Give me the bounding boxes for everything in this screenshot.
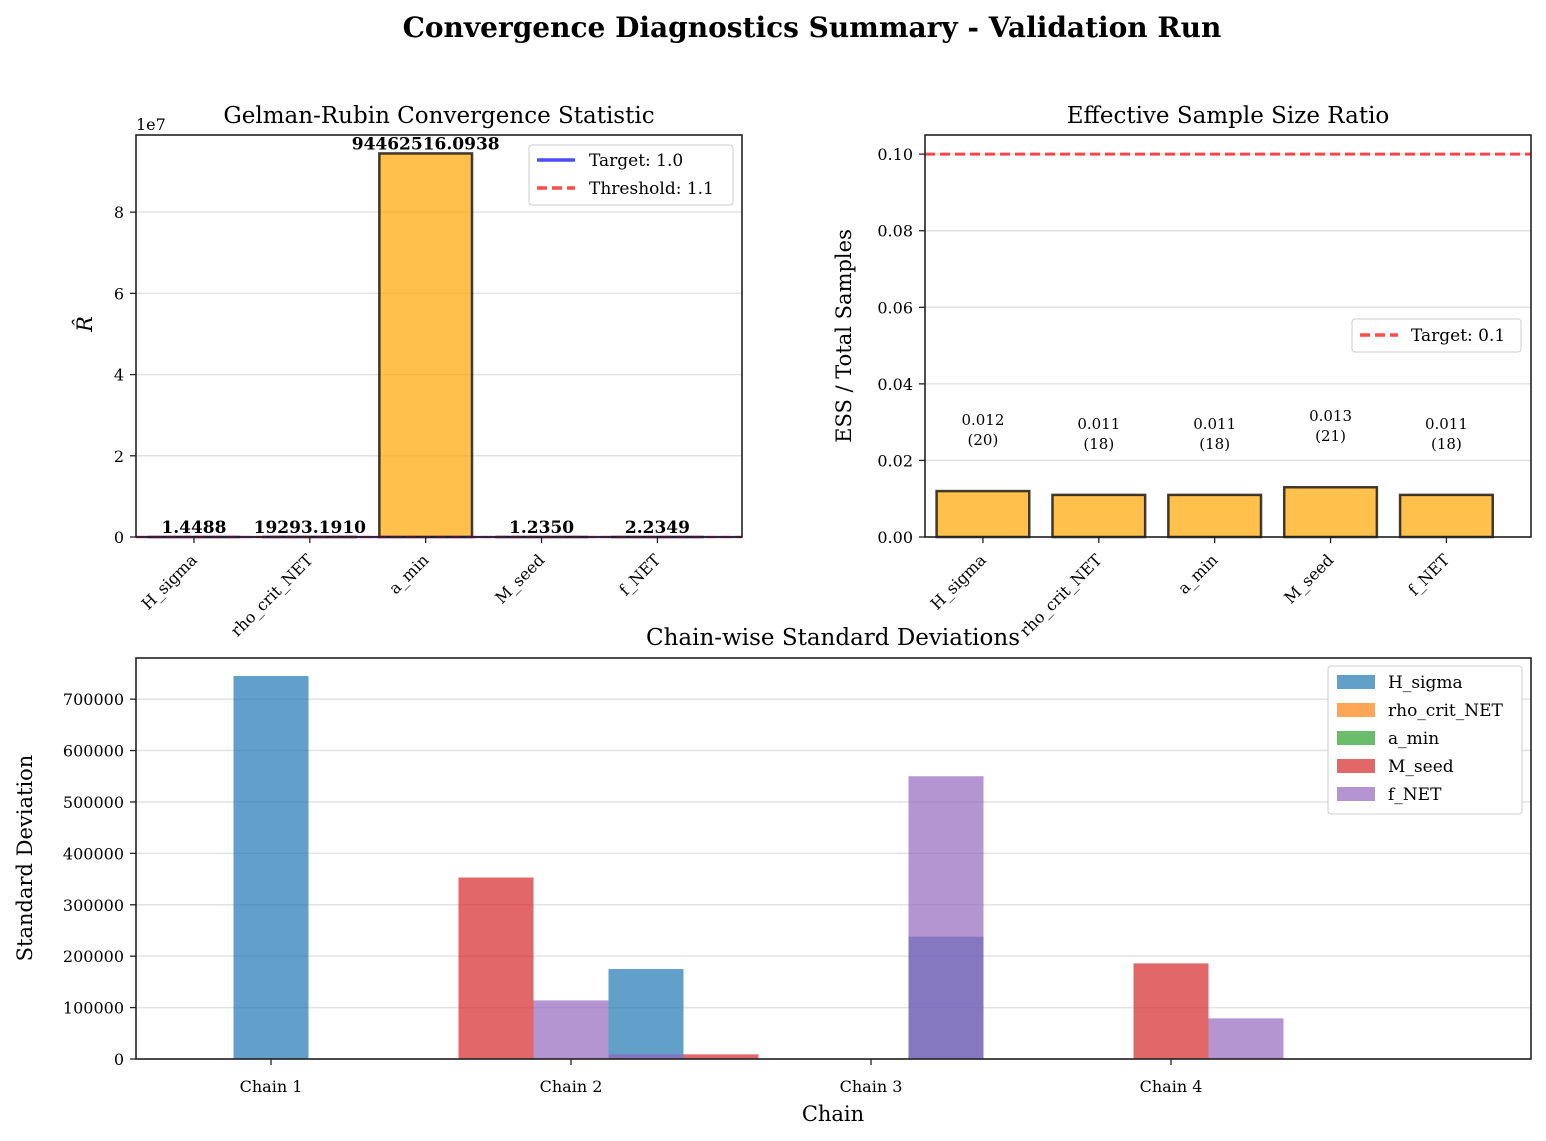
x-tick-label: rho_crit_NET <box>1016 550 1106 640</box>
legend-swatch <box>1337 787 1375 801</box>
bar-value-label: 1.2350 <box>509 518 574 538</box>
y-tick-label: 0 <box>114 1050 124 1069</box>
x-tick-label: Chain 2 <box>540 1077 603 1096</box>
bar-count-label: (18) <box>1199 435 1230 453</box>
bar-m-seed <box>458 877 534 1059</box>
legend-label: rho_crit_NET <box>1388 701 1504 721</box>
x-tick-label: f_NET <box>615 550 664 599</box>
bar-f-net <box>1398 493 1495 539</box>
y-tick-label: 0.00 <box>877 528 913 547</box>
chain-std-legend: H_sigma rho_crit_NET a_min M_seed f_NET <box>1327 665 1523 815</box>
y-tick-label: 6 <box>114 284 124 303</box>
y-tick-label: 0.06 <box>877 298 913 317</box>
gelman-rubin-scale-label: 1e7 <box>136 115 166 134</box>
gelman-rubin-panel: Gelman-Rubin Convergence Statistic 1e7 1… <box>73 103 743 640</box>
bar-count-label: (18) <box>1083 435 1114 453</box>
bar-value-label: 94462516.0938 <box>352 134 500 154</box>
y-tick-label: 4 <box>114 366 124 385</box>
bar-value-label: 0.011 <box>1193 415 1236 433</box>
y-tick-label: 700000 <box>63 690 124 709</box>
bar-h-sigma <box>233 675 309 1059</box>
y-tick-label: 2 <box>114 447 124 466</box>
y-tick-label: 300000 <box>63 896 124 915</box>
bar-value-label: 0.011 <box>1425 415 1468 433</box>
chain-std-title: Chain-wise Standard Deviations <box>646 625 1020 651</box>
ess-ratio-legend: Target: 0.1 <box>1351 318 1522 353</box>
x-tick-label: rho_crit_NET <box>227 550 317 640</box>
x-tick-label: M_seed <box>1280 550 1337 607</box>
bar-f-net <box>908 776 984 1059</box>
legend-label: M_seed <box>1388 757 1454 777</box>
x-tick-label: a_min <box>1174 550 1221 597</box>
chain-std-panel: 0 100000 200000 300000 400000 500000 600000 700… <box>13 625 1532 1126</box>
legend-label: Target: 1.0 <box>589 151 683 171</box>
legend-swatch <box>1337 675 1375 689</box>
ess-ratio-panel: Effective Sample Size Ratio 0.012 (20) 0.0… <box>832 103 1532 640</box>
gelman-rubin-axes-frame <box>135 134 743 538</box>
bar-count-label: (20) <box>968 431 999 449</box>
legend-swatch <box>1337 731 1375 745</box>
bar-value-label: 0.011 <box>1077 415 1120 433</box>
bar-count-label: (18) <box>1431 435 1462 453</box>
bar-rho-crit-net <box>1051 493 1147 539</box>
legend-label: Threshold: 1.1 <box>589 179 714 199</box>
x-tick-label: a_min <box>385 550 432 597</box>
y-tick-label: 200000 <box>63 947 124 966</box>
gelman-rubin-ylabel: R̂ <box>73 316 97 333</box>
y-tick-label: 400000 <box>63 844 124 863</box>
y-tick-label: 600000 <box>63 742 124 761</box>
bar-h-sigma <box>608 969 684 1059</box>
bar-m-seed <box>1133 963 1209 1059</box>
y-tick-label: 100000 <box>63 999 124 1018</box>
bar-value-label: 0.012 <box>961 411 1004 429</box>
y-tick-label: 0.04 <box>877 375 913 394</box>
x-tick-label: Chain 1 <box>240 1077 303 1096</box>
bar-h-sigma <box>935 489 1031 539</box>
x-tick-label: M_seed <box>491 550 548 607</box>
bar-value-label: 19293.1910 <box>254 518 367 538</box>
x-tick-label: Chain 4 <box>1140 1077 1203 1096</box>
chain-std-ylabel: Standard Deviation <box>13 755 37 962</box>
x-tick-label: f_NET <box>1404 550 1453 599</box>
bar-f-net <box>1208 1018 1284 1059</box>
gelman-rubin-legend: Target: 1.0 Threshold: 1.1 <box>528 144 734 206</box>
bar-a-min <box>1167 493 1263 539</box>
bar-value-label: 2.2349 <box>625 518 690 538</box>
bar-count-label: (21) <box>1315 427 1346 445</box>
y-tick-label: 8 <box>114 203 124 222</box>
ess-ratio-title: Effective Sample Size Ratio <box>1067 103 1390 129</box>
y-tick-label: 0 <box>114 528 124 547</box>
x-tick-label: Chain 3 <box>840 1077 903 1096</box>
y-tick-label: 500000 <box>63 793 124 812</box>
bar-value-label: 1.4488 <box>161 518 226 538</box>
ess-ratio-axes-frame <box>924 134 1532 538</box>
y-tick-label: 0.08 <box>877 222 913 241</box>
legend-label: a_min <box>1388 729 1439 749</box>
chain-std-axes-frame <box>135 657 1532 1060</box>
y-tick-label: 0.10 <box>877 145 913 164</box>
gelman-rubin-title: Gelman-Rubin Convergence Statistic <box>223 103 654 129</box>
bar-a-min <box>378 152 474 539</box>
bar-m-seed <box>683 1054 759 1059</box>
x-tick-label: H_sigma <box>138 550 201 613</box>
legend-label: H_sigma <box>1388 673 1463 693</box>
x-tick-label: H_sigma <box>927 550 990 613</box>
bar-value-label: 0.013 <box>1309 407 1352 425</box>
figure-title: Convergence Diagnostics Summary - Valida… <box>403 11 1222 44</box>
bar-f-net <box>608 1054 684 1059</box>
legend-label: f_NET <box>1388 785 1442 805</box>
bar-f-net <box>533 1000 609 1059</box>
legend-swatch <box>1337 703 1375 717</box>
ess-ratio-ylabel: ESS / Total Samples <box>832 229 856 443</box>
legend-swatch <box>1337 759 1375 773</box>
chain-std-xlabel: Chain <box>802 1102 864 1126</box>
y-tick-label: 0.02 <box>877 451 913 470</box>
bar-m-seed <box>1282 485 1379 539</box>
legend-label: Target: 0.1 <box>1411 326 1505 346</box>
